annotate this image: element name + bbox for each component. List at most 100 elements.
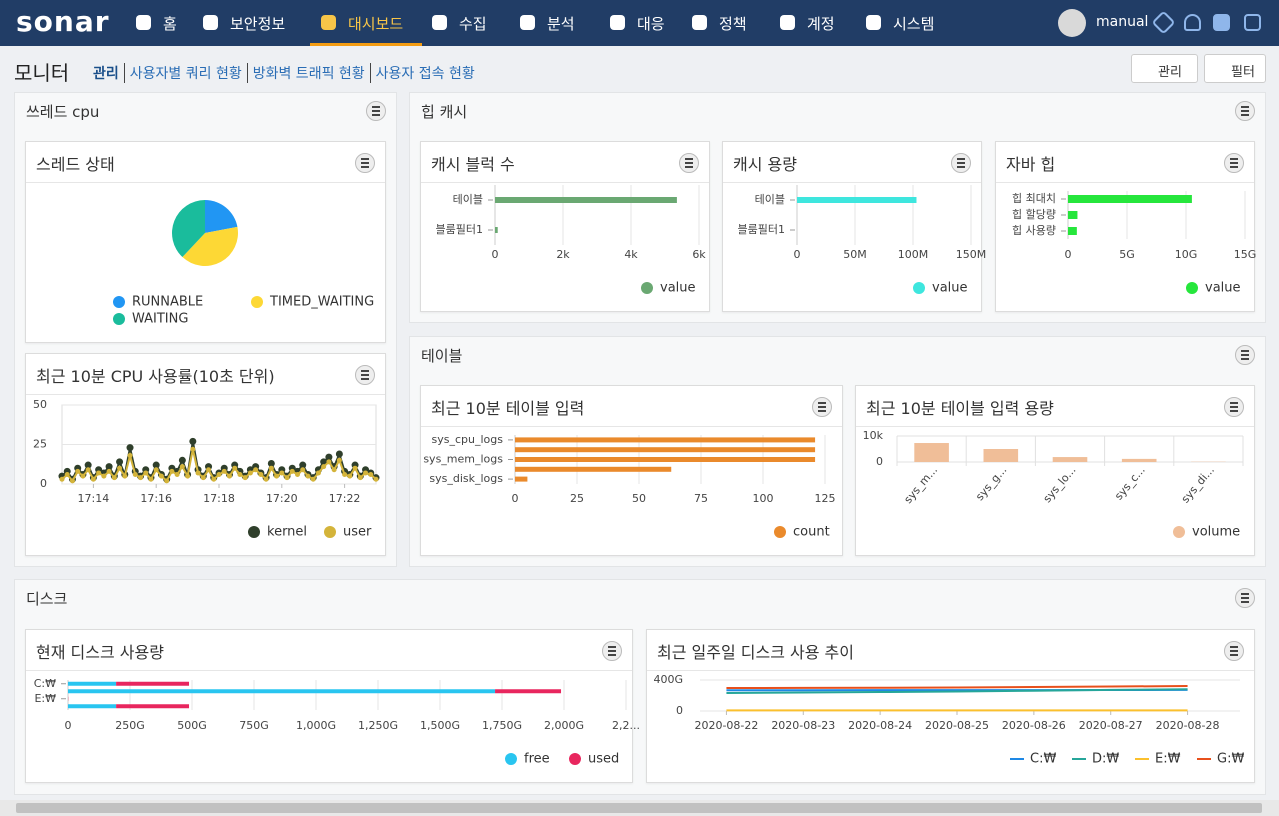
card-title: 최근 10분 테이블 입력 bbox=[431, 399, 585, 418]
page-title: 모니터 bbox=[14, 61, 70, 85]
header-button[interactable]: 필터 bbox=[1204, 54, 1266, 83]
sub-link[interactable]: 사용자 접속 현황 bbox=[369, 63, 475, 83]
menu-button-line bbox=[1230, 654, 1238, 656]
menu-icon bbox=[136, 15, 151, 30]
nav-bar: sonar manual 홈 보안정보 대시보드 수집 분석 대응 정책 계정 시스템 bbox=[0, 0, 1279, 46]
lock-icon[interactable] bbox=[1213, 14, 1230, 31]
menu-button[interactable] bbox=[1224, 397, 1244, 417]
menu-item[interactable]: 대응 bbox=[637, 15, 665, 33]
card: 최근 10분 테이블 입력 bbox=[420, 385, 843, 556]
card: 캐시 블럭 수 bbox=[420, 141, 710, 312]
menu-item[interactable]: 계정 bbox=[807, 15, 835, 33]
menu-button-line bbox=[818, 406, 826, 408]
menu-button-line bbox=[361, 374, 369, 376]
menu-button-line bbox=[1241, 350, 1249, 352]
menu-button-line bbox=[685, 162, 693, 164]
card: 현재 디스크 사용량 bbox=[25, 629, 633, 783]
card: 캐시 용량 bbox=[722, 141, 982, 312]
menu-button-line bbox=[608, 646, 616, 648]
menu-button-line bbox=[957, 166, 965, 168]
card: 자바 힙 bbox=[995, 141, 1255, 312]
menu-button-line bbox=[372, 110, 380, 112]
menu-button-line bbox=[818, 410, 826, 412]
panel-title: 디스크 bbox=[26, 590, 68, 608]
panel-title: 테이블 bbox=[421, 347, 463, 365]
menu-button[interactable] bbox=[355, 365, 375, 385]
card-title: 자바 힙 bbox=[1006, 155, 1056, 174]
menu-item[interactable]: 수집 bbox=[459, 15, 487, 33]
scrollbar-thumb[interactable] bbox=[16, 803, 1262, 813]
menu-button[interactable] bbox=[1235, 101, 1255, 121]
menu-icon bbox=[866, 15, 881, 30]
sub-links: 관리 사용자별 쿼리 현황 방화벽 트래픽 현황 사용자 접속 현황 bbox=[93, 63, 475, 83]
menu-button-line bbox=[1241, 114, 1249, 116]
menu-icon bbox=[692, 15, 707, 30]
menu-item[interactable]: 정책 bbox=[719, 15, 747, 33]
card-title: 캐시 블럭 수 bbox=[431, 155, 515, 174]
card-title: 현재 디스크 사용량 bbox=[36, 643, 164, 662]
menu-button-line bbox=[1241, 597, 1249, 599]
menu-button-line bbox=[1230, 646, 1238, 648]
menu-button-line bbox=[1230, 158, 1238, 160]
menu-item[interactable]: 분석 bbox=[547, 15, 575, 33]
menu-icon bbox=[203, 15, 218, 30]
user-icon[interactable] bbox=[1184, 14, 1201, 31]
menu-button-line bbox=[361, 158, 369, 160]
menu-item[interactable]: 대시보드 bbox=[348, 15, 404, 33]
menu-button-line bbox=[361, 166, 369, 168]
card-title: 최근 일주일 디스크 사용 추이 bbox=[657, 643, 854, 662]
menu-button-line bbox=[1230, 162, 1238, 164]
avatar[interactable] bbox=[1058, 9, 1086, 37]
menu-button[interactable] bbox=[1224, 641, 1244, 661]
user-name[interactable]: manual bbox=[1096, 14, 1149, 30]
card-title: 캐시 용량 bbox=[733, 155, 797, 174]
card-title: 최근 10분 테이블 입력 용량 bbox=[866, 399, 1054, 418]
menu-button-line bbox=[1241, 593, 1249, 595]
card: 스레드 상태 bbox=[25, 141, 386, 343]
menu-button-line bbox=[1241, 601, 1249, 603]
menu-button-line bbox=[818, 402, 826, 404]
menu-button[interactable] bbox=[366, 101, 386, 121]
card: 최근 10분 테이블 입력 용량 bbox=[855, 385, 1255, 556]
sub-link[interactable]: 사용자별 쿼리 현황 bbox=[123, 63, 242, 83]
menu-button-line bbox=[1230, 410, 1238, 412]
menu-item[interactable]: 홈 bbox=[163, 15, 177, 33]
menu-button[interactable] bbox=[1224, 153, 1244, 173]
menu-button-line bbox=[608, 654, 616, 656]
card: 최근 10분 CPU 사용률(10초 단위) bbox=[25, 353, 386, 556]
menu-button-line bbox=[1230, 406, 1238, 408]
menu-button-line bbox=[372, 114, 380, 116]
menu-button-line bbox=[361, 378, 369, 380]
menu-icon bbox=[432, 15, 447, 30]
menu-button[interactable] bbox=[1235, 345, 1255, 365]
tag-icon[interactable] bbox=[1151, 10, 1176, 35]
menu-item[interactable]: 보안정보 bbox=[230, 15, 286, 33]
menu-button[interactable] bbox=[1235, 588, 1255, 608]
menu-button[interactable] bbox=[602, 641, 622, 661]
logout-icon[interactable] bbox=[1244, 14, 1261, 31]
menu-button-line bbox=[957, 162, 965, 164]
card-title: 최근 10분 CPU 사용률(10초 단위) bbox=[36, 367, 275, 386]
menu-button[interactable] bbox=[812, 397, 832, 417]
menu-button-line bbox=[685, 166, 693, 168]
menu-button-line bbox=[372, 106, 380, 108]
card: 최근 일주일 디스크 사용 추이 bbox=[646, 629, 1255, 783]
menu-icon bbox=[321, 15, 336, 30]
menu-button[interactable] bbox=[355, 153, 375, 173]
sub-link[interactable]: 방화벽 트래픽 현황 bbox=[246, 63, 365, 83]
menu-button-line bbox=[1241, 354, 1249, 356]
header-button[interactable]: 관리 bbox=[1131, 54, 1198, 83]
menu-icon bbox=[610, 15, 625, 30]
logo[interactable]: sonar bbox=[16, 5, 110, 38]
panel-title: 쓰레드 cpu bbox=[26, 103, 100, 121]
menu-button-line bbox=[1230, 650, 1238, 652]
menu-item[interactable]: 시스템 bbox=[893, 15, 935, 33]
card-title: 스레드 상태 bbox=[36, 155, 115, 174]
menu-button-line bbox=[1241, 358, 1249, 360]
menu-icon bbox=[780, 15, 795, 30]
sub-link[interactable]: 관리 bbox=[93, 66, 119, 82]
menu-button[interactable] bbox=[679, 153, 699, 173]
menu-button[interactable] bbox=[951, 153, 971, 173]
menu-button-line bbox=[1230, 402, 1238, 404]
